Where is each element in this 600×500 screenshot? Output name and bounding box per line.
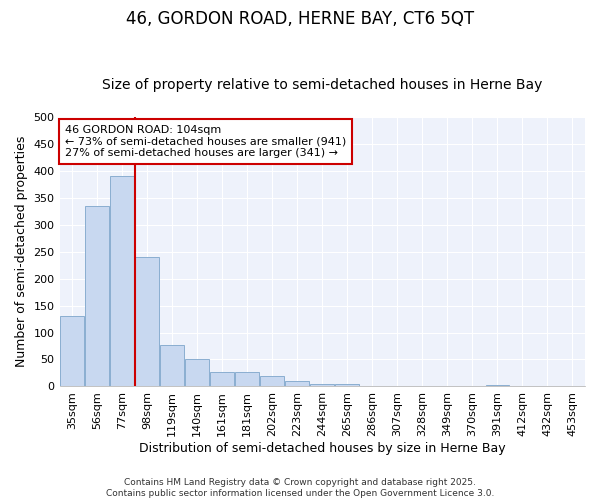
Y-axis label: Number of semi-detached properties: Number of semi-detached properties xyxy=(15,136,28,368)
X-axis label: Distribution of semi-detached houses by size in Herne Bay: Distribution of semi-detached houses by … xyxy=(139,442,506,455)
Bar xyxy=(160,345,184,387)
Text: 46 GORDON ROAD: 104sqm
← 73% of semi-detached houses are smaller (941)
27% of se: 46 GORDON ROAD: 104sqm ← 73% of semi-det… xyxy=(65,125,346,158)
Bar xyxy=(110,176,134,386)
Title: Size of property relative to semi-detached houses in Herne Bay: Size of property relative to semi-detach… xyxy=(102,78,542,92)
Bar xyxy=(286,381,309,386)
Bar xyxy=(135,257,159,386)
Text: Contains HM Land Registry data © Crown copyright and database right 2025.
Contai: Contains HM Land Registry data © Crown c… xyxy=(106,478,494,498)
Bar xyxy=(335,384,359,386)
Bar xyxy=(60,316,84,386)
Bar xyxy=(235,372,259,386)
Bar xyxy=(185,360,209,386)
Bar xyxy=(260,376,284,386)
Bar xyxy=(485,385,509,386)
Bar xyxy=(310,384,334,386)
Bar xyxy=(210,372,234,386)
Text: 46, GORDON ROAD, HERNE BAY, CT6 5QT: 46, GORDON ROAD, HERNE BAY, CT6 5QT xyxy=(126,10,474,28)
Bar xyxy=(85,206,109,386)
